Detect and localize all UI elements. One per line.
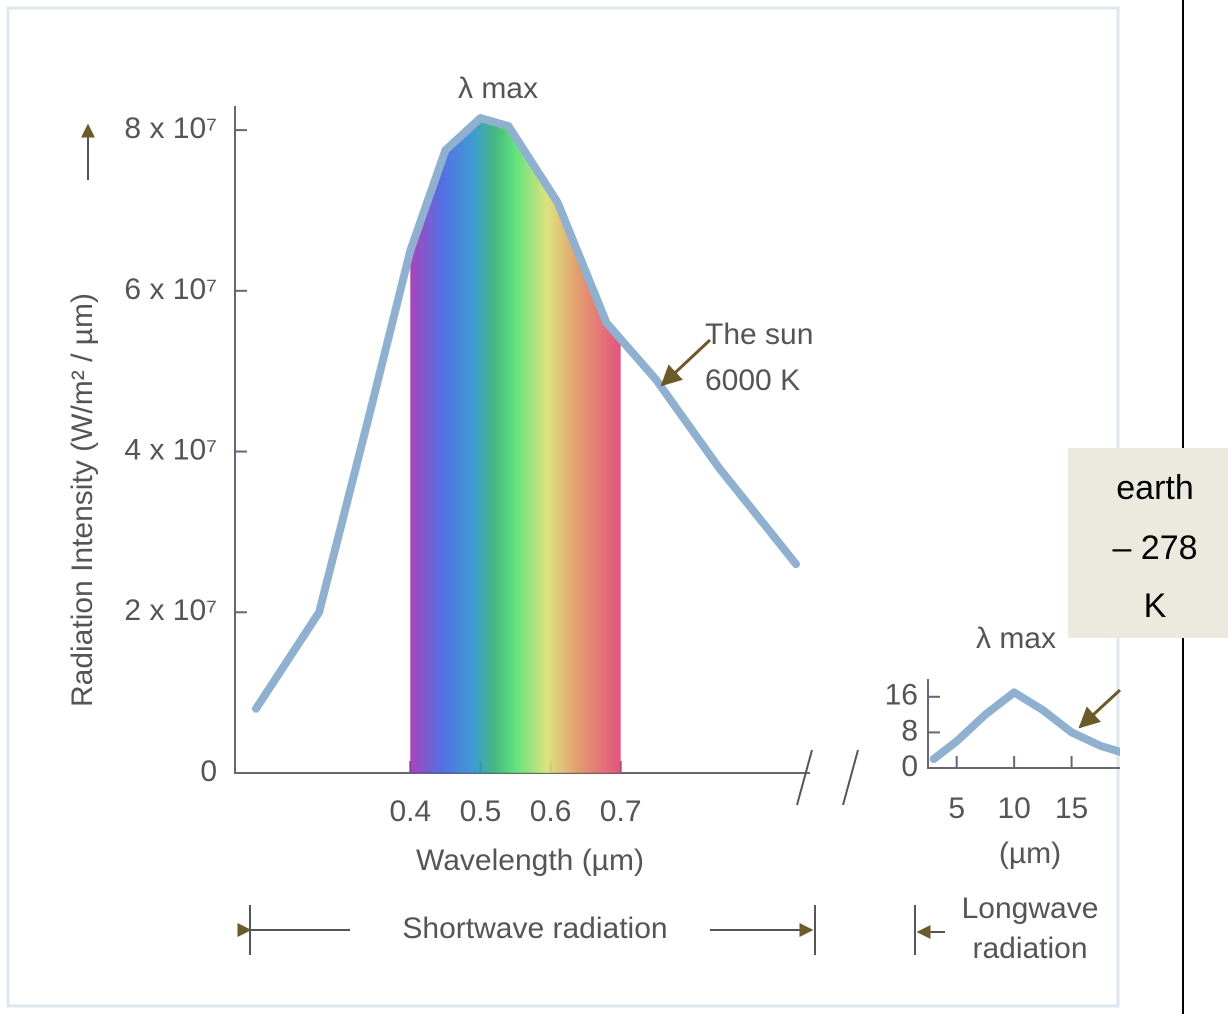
y-tick-label: 8 x 10⁷ bbox=[124, 112, 217, 145]
annotation: The sun bbox=[705, 318, 813, 351]
axis-break bbox=[842, 749, 859, 806]
y-axis-label: Radiation Intensity (W/m² / µm) bbox=[66, 293, 99, 707]
y-tick-label: 16 bbox=[885, 679, 918, 712]
x-tick-label: 0.4 bbox=[389, 795, 431, 828]
callout-text: K bbox=[1144, 587, 1167, 625]
axis bbox=[927, 679, 1120, 769]
y-tick-label: 2 x 10⁷ bbox=[124, 594, 217, 627]
x-tick-label: 0.6 bbox=[530, 795, 572, 828]
range-label: Shortwave radiation bbox=[402, 912, 667, 945]
peak-label: λ max bbox=[976, 622, 1056, 655]
y-tick-label: 0 bbox=[200, 755, 217, 788]
x-tick-label: 2 bbox=[1121, 792, 1138, 825]
curve bbox=[929, 688, 1120, 764]
axis-break bbox=[796, 749, 813, 806]
y-tick-label: 4 x 10⁷ bbox=[124, 433, 217, 466]
y-tick-label: 8 bbox=[901, 714, 918, 747]
x-tick-label: 5 bbox=[948, 792, 965, 825]
x-tick-label: 15 bbox=[1055, 792, 1088, 825]
x-axis-label: Wavelength (µm) bbox=[416, 844, 644, 877]
x-tick-label: 0.7 bbox=[600, 795, 642, 828]
callout-text: earth bbox=[1116, 469, 1194, 507]
y-tick-label: 0 bbox=[901, 750, 918, 783]
curve bbox=[252, 114, 800, 713]
annotation: 6000 K bbox=[705, 364, 800, 397]
visible-spectrum bbox=[410, 118, 621, 773]
range-label: Longwave bbox=[962, 892, 1099, 925]
y-tick-label: 6 x 10⁷ bbox=[124, 273, 217, 306]
callout-box bbox=[1068, 448, 1228, 638]
x-axis-label: (µm) bbox=[999, 837, 1061, 870]
pointer bbox=[660, 338, 712, 387]
callout-text: – 278 bbox=[1112, 529, 1197, 567]
x-tick-label: 0.5 bbox=[460, 795, 502, 828]
x-tick-label: 10 bbox=[997, 792, 1030, 825]
pointer bbox=[1078, 688, 1122, 729]
range-label: radiation bbox=[972, 932, 1087, 965]
peak-label: λ max bbox=[458, 72, 538, 105]
main-chart: 0 2 x 10⁷ 4 x 10⁷ 6 x 10⁷ 8 x 10⁷ 0.4 0.5 0.6 0.… bbox=[66, 72, 813, 945]
